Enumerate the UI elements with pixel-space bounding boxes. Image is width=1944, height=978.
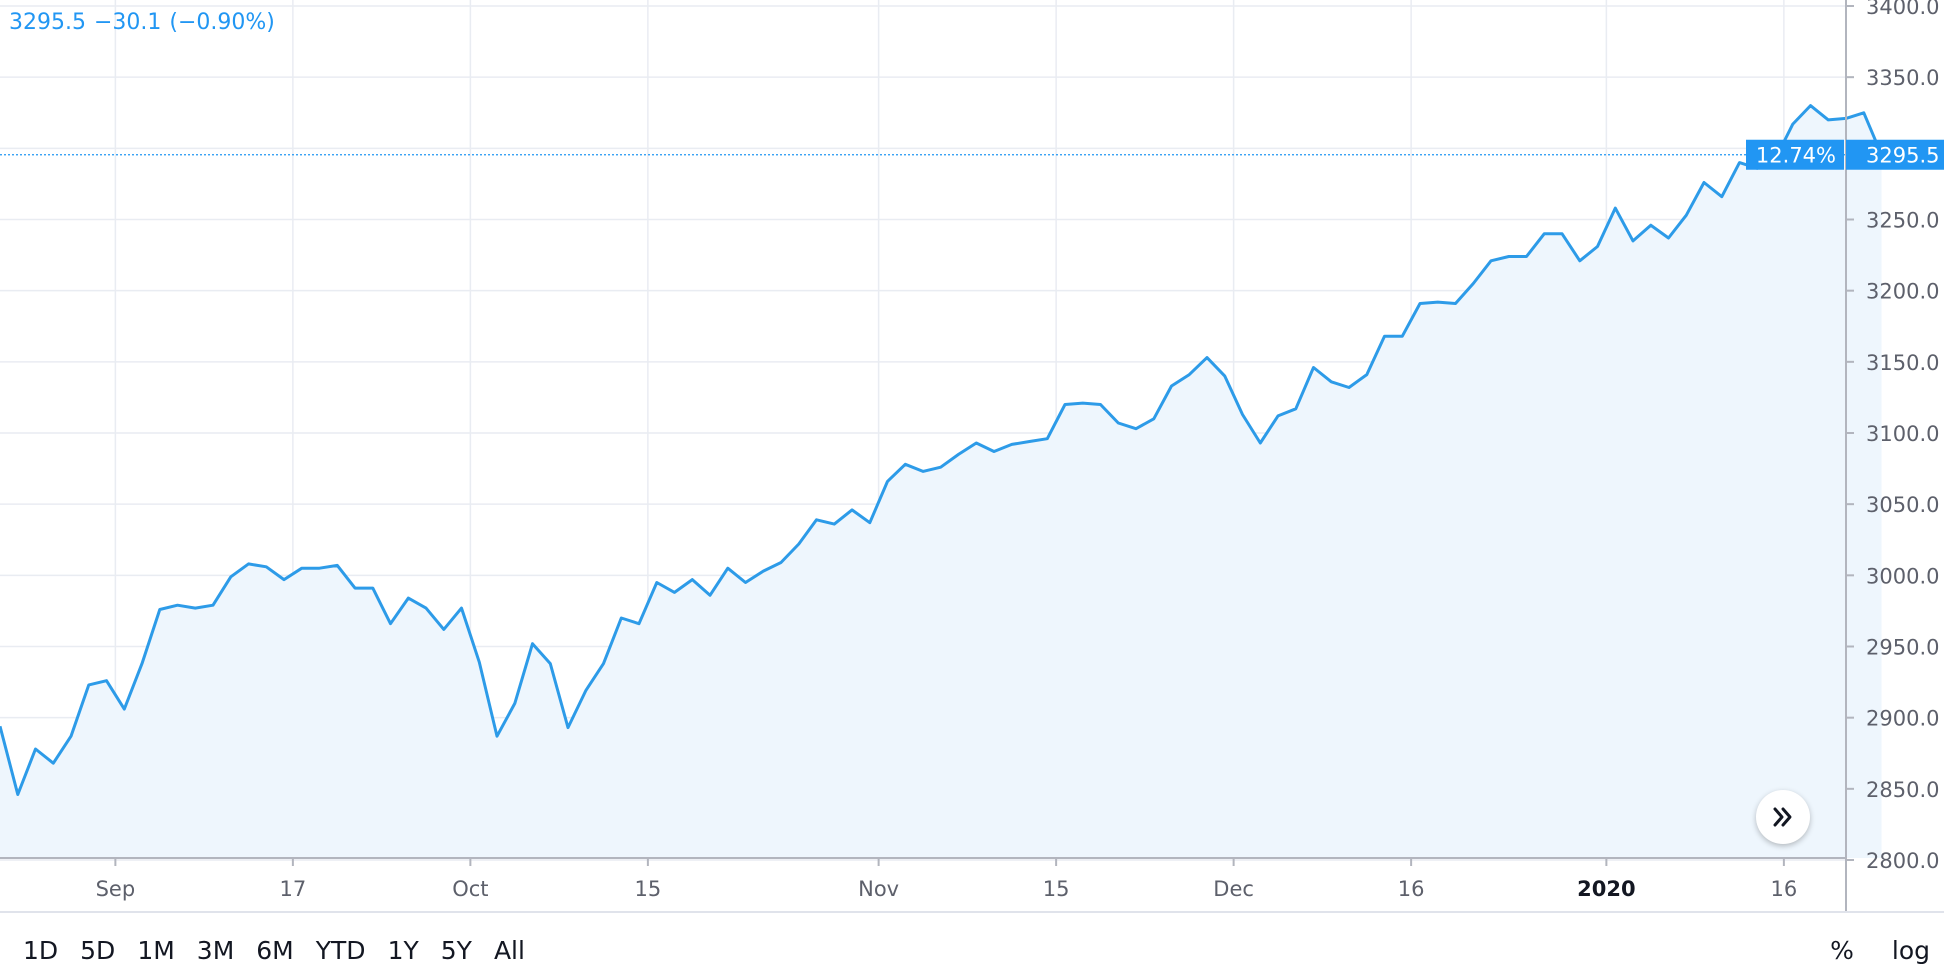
percent-change-badge (1746, 139, 1844, 170)
scale-tools: % log (1826, 930, 1934, 971)
legend-change-percent: (−0.90%) (169, 10, 275, 35)
log-scale-toggle[interactable]: log (1891, 936, 1930, 965)
price-line (0, 104, 1883, 796)
legend-change: −30.1 (93, 10, 162, 35)
range-button-ytd[interactable]: YTD (315, 936, 366, 965)
x-tick-label: Dec (1213, 877, 1254, 901)
range-button-1d[interactable]: 1D (23, 936, 59, 965)
y-tick-label: 3150.0 (1866, 351, 1939, 375)
x-tick-label: 16 (1771, 877, 1798, 901)
double-chevron-right-icon (1773, 807, 1792, 827)
range-button-all[interactable]: All (493, 936, 525, 965)
range-button-5d[interactable]: 5D (80, 936, 116, 965)
x-tick-label: Oct (452, 877, 488, 901)
legend-price: 3295.5 (9, 10, 86, 35)
y-tick-label: 3100.0 (1866, 422, 1939, 446)
percent-change-label: 12.74% (1756, 144, 1836, 168)
range-button-6m[interactable]: 6M (256, 936, 294, 965)
range-button-1m[interactable]: 1M (137, 936, 175, 965)
x-tick-label: 16 (1398, 877, 1425, 901)
x-tick-label: 2020 (1577, 877, 1635, 901)
price-legend: 3295.5 −30.1 (−0.90%) (9, 10, 283, 35)
x-tick-label: Sep (96, 877, 136, 901)
y-tick-label: 2900.0 (1866, 707, 1939, 731)
y-tick-label: 2850.0 (1866, 778, 1939, 802)
y-tick-label: 3350.0 (1866, 66, 1939, 90)
percent-scale-toggle[interactable]: % (1830, 936, 1854, 965)
range-button-5y[interactable]: 5Y (440, 936, 472, 965)
y-tick-label: 3400.0 (1866, 0, 1939, 19)
x-axis-labels: Sep 17 Oct 15 Nov 15 Dec 16 2020 16 (96, 858, 1798, 901)
y-tick-label: 3200.0 (1866, 280, 1939, 304)
scroll-to-realtime-button[interactable] (1756, 790, 1810, 844)
y-tick-label: 3050.0 (1866, 493, 1939, 517)
current-price-badges: 12.74% 3295.5 (1746, 139, 1944, 170)
y-tick-label: 2950.0 (1866, 636, 1939, 660)
y-tick-label: 3250.0 (1866, 209, 1939, 233)
price-area-fill (0, 105, 1882, 859)
current-price-label: 3295.5 (1866, 144, 1939, 168)
y-tick-label: 3000.0 (1866, 564, 1939, 588)
y-tick-label: 2800.0 (1866, 849, 1939, 873)
range-button-3m[interactable]: 3M (196, 936, 235, 965)
x-tick-label: 17 (280, 877, 307, 901)
time-range-selector: 1D 5D 1M 3M 6M YTD 1Y 5Y All (12, 930, 536, 970)
x-tick-label: Nov (858, 877, 899, 901)
current-price-badge (1846, 139, 1944, 170)
x-tick-label: 15 (1043, 877, 1070, 901)
x-tick-label: 15 (635, 877, 662, 901)
range-button-1y[interactable]: 1Y (387, 936, 419, 965)
